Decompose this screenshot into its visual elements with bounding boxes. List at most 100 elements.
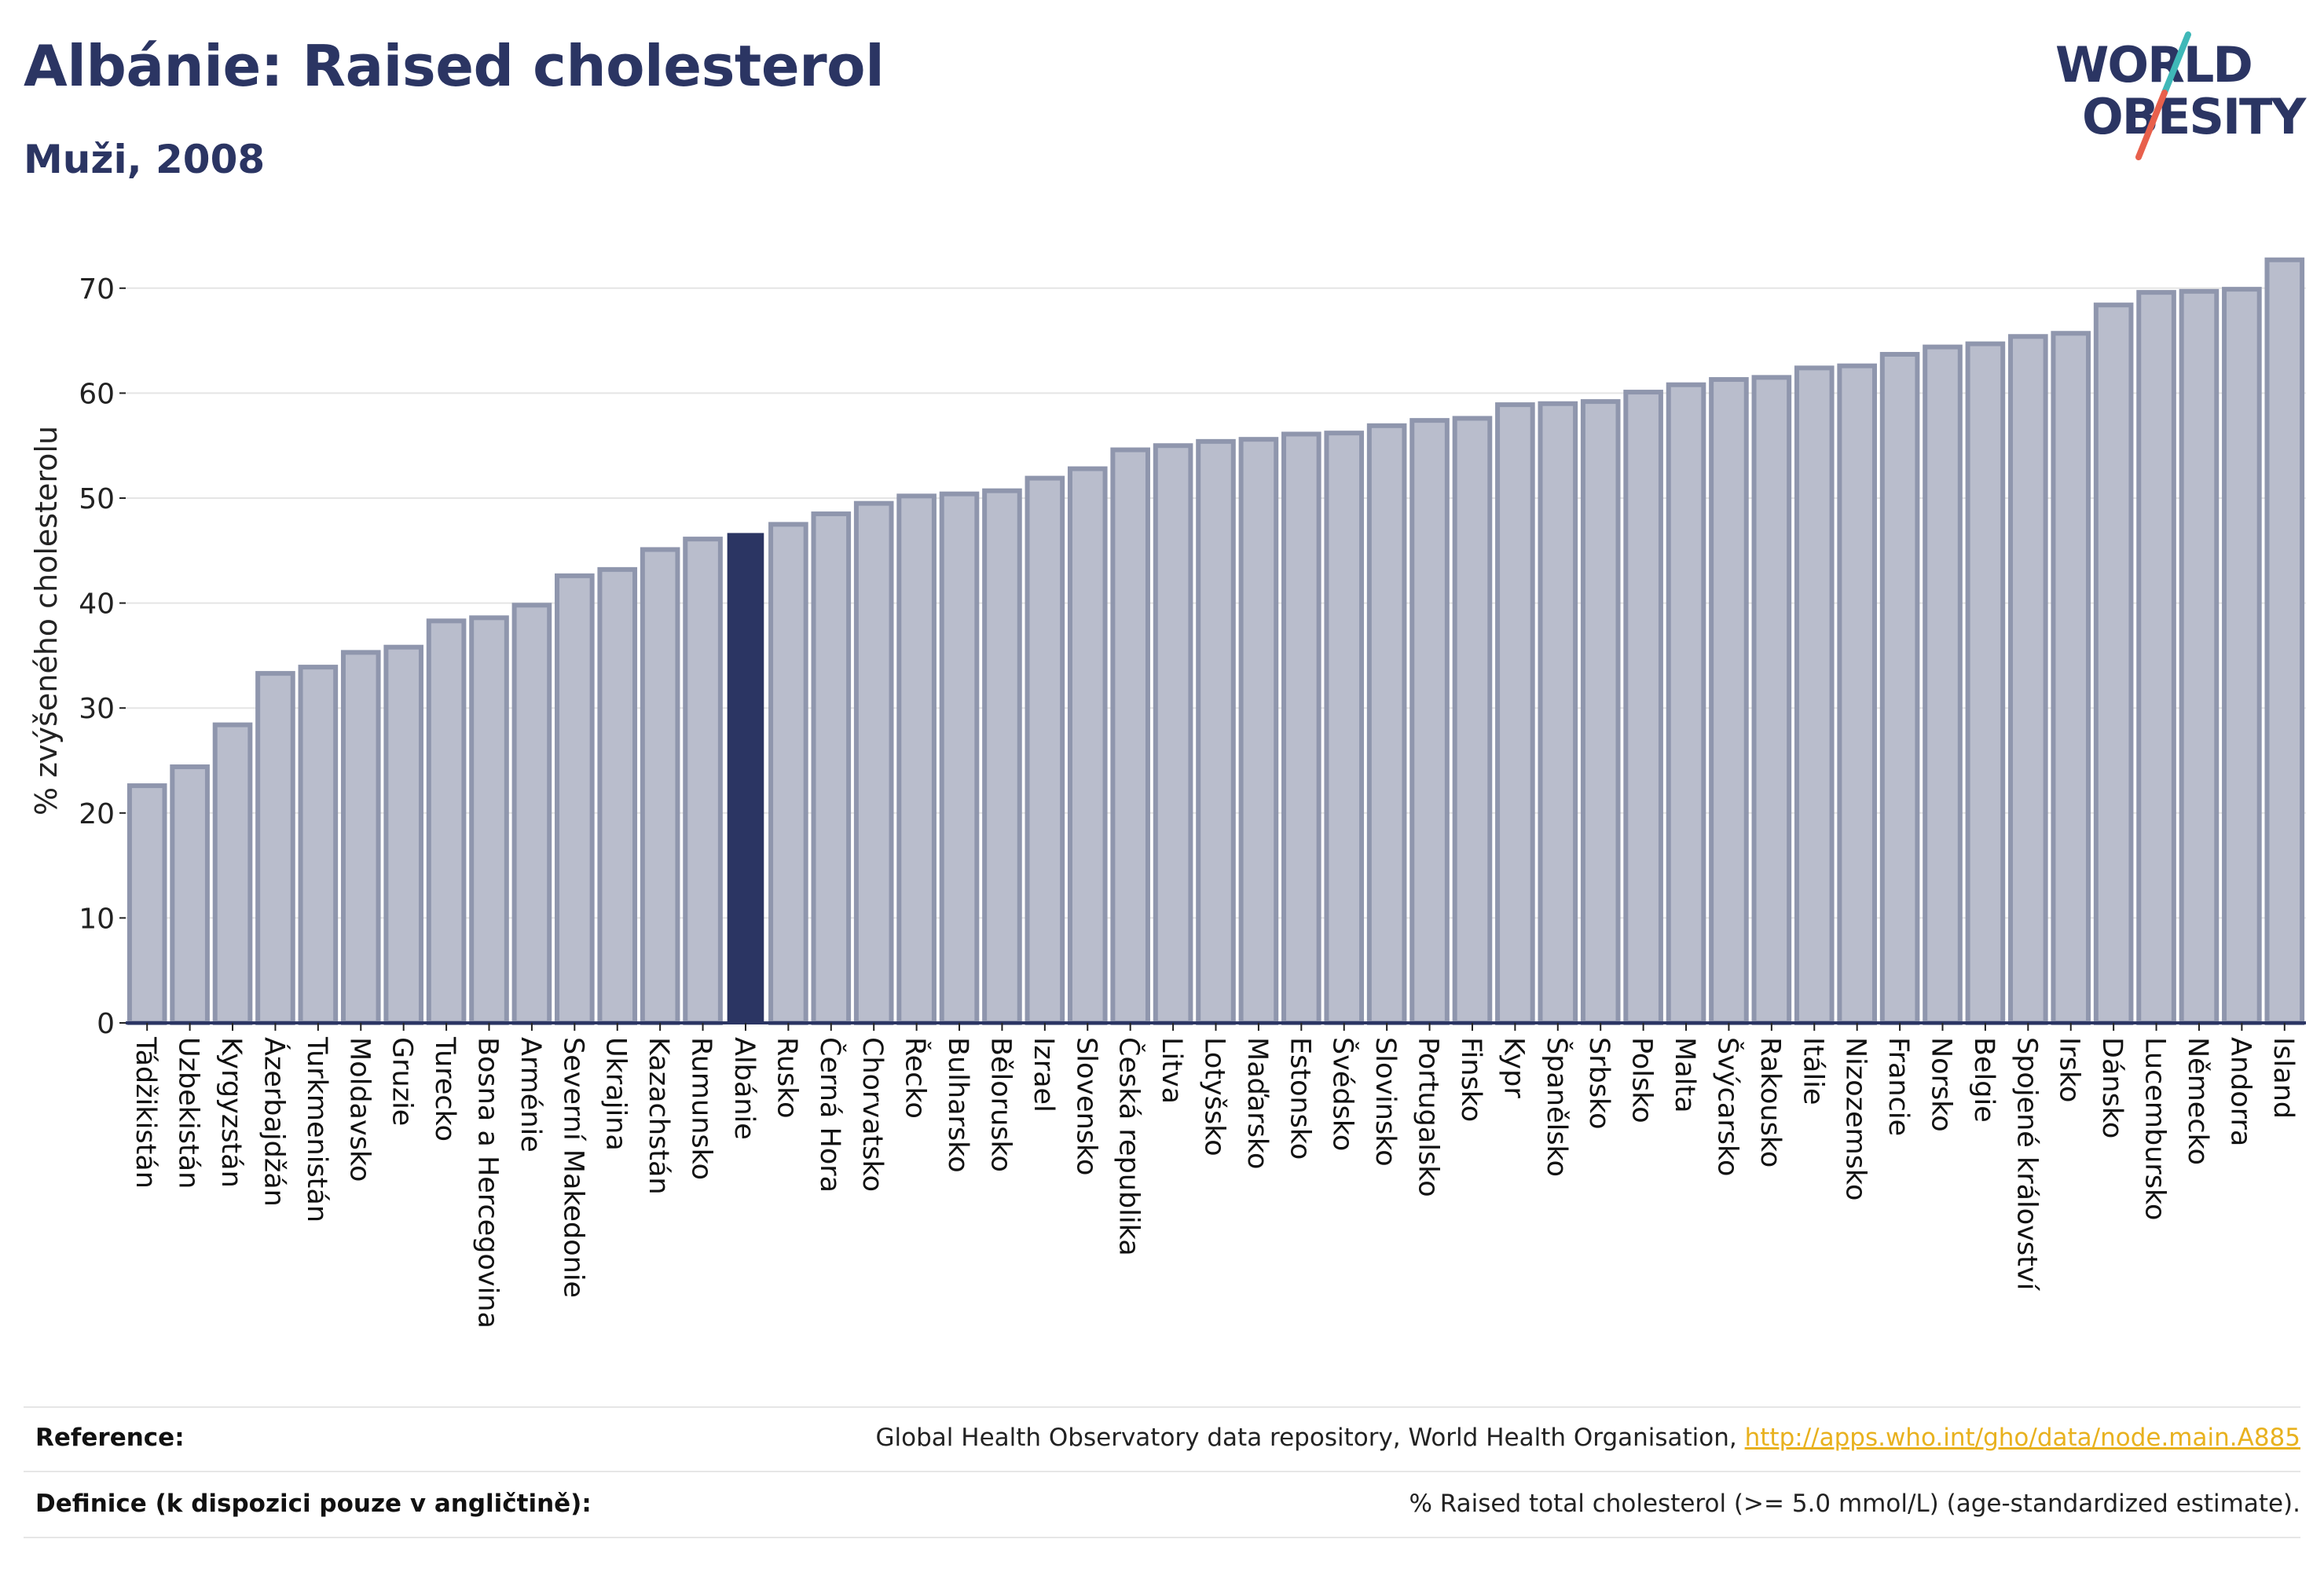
- definition-value: % Raised total cholesterol (>= 5.0 mmol/…: [1409, 1490, 2300, 1518]
- x-tick-label: Belgie: [1968, 1037, 2000, 1123]
- bar-moldavsko[interactable]: [340, 650, 381, 1026]
- bar-tádžikistán[interactable]: [126, 783, 167, 1026]
- bar-spojené-království[interactable]: [2008, 334, 2048, 1026]
- logo-slash-red: [2135, 90, 2168, 160]
- bar-bulharsko[interactable]: [939, 491, 980, 1025]
- footer-divider-bottom: [24, 1537, 2300, 1538]
- x-tick-label: Itálie: [1797, 1037, 1828, 1105]
- bar-island[interactable]: [2264, 257, 2305, 1025]
- bar-maďarsko[interactable]: [1238, 437, 1279, 1025]
- footer-divider-middle: [24, 1471, 2300, 1472]
- bar-lotyšsko[interactable]: [1196, 438, 1236, 1025]
- x-tick-label: Irsko: [2054, 1037, 2085, 1102]
- x-tick-label: Kypr: [1497, 1037, 1529, 1098]
- bar-severní-makedonie[interactable]: [555, 573, 595, 1025]
- bar-švýcarsko[interactable]: [1709, 377, 1749, 1026]
- x-tick-label: Turkmenistán: [301, 1036, 332, 1222]
- x-tick-label: Tádžikistán: [130, 1036, 161, 1189]
- bar-bělorusko[interactable]: [982, 488, 1022, 1025]
- bar-estonsko[interactable]: [1281, 431, 1321, 1025]
- bar-irsko[interactable]: [2051, 331, 2091, 1025]
- bar-česká-republika[interactable]: [1110, 447, 1150, 1025]
- y-axis-label: % zvýšeného cholesterolu: [29, 426, 64, 815]
- y-tick-labels: 0 10 20 30 40 50 60 70: [79, 273, 126, 1040]
- bar-izrael[interactable]: [1025, 475, 1065, 1025]
- bar-dánsko[interactable]: [2093, 302, 2134, 1025]
- bar-francie[interactable]: [1879, 351, 1920, 1025]
- bar-malta[interactable]: [1666, 382, 1706, 1026]
- bar-nizozemsko[interactable]: [1837, 363, 1877, 1025]
- bar-španělsko[interactable]: [1538, 401, 1578, 1025]
- bar-turecko[interactable]: [426, 618, 467, 1025]
- bar-belgie[interactable]: [1965, 341, 2006, 1026]
- bar-německo[interactable]: [2179, 288, 2220, 1026]
- bar-uzbekistán[interactable]: [170, 764, 210, 1025]
- bar-andorra[interactable]: [2222, 287, 2262, 1025]
- bar-rusko[interactable]: [768, 522, 808, 1025]
- bar-kyrgyzstán[interactable]: [212, 722, 253, 1025]
- x-tick-label: Německo: [2182, 1037, 2213, 1165]
- x-tick-label: Slovensko: [1070, 1037, 1102, 1175]
- reference-label: Reference:: [35, 1424, 185, 1452]
- bar-arménie[interactable]: [511, 603, 552, 1025]
- logo-line2: OBESITY: [2082, 88, 2307, 145]
- bar-černá-hora[interactable]: [811, 511, 852, 1025]
- bar-ázerbajdžán[interactable]: [255, 671, 295, 1025]
- x-tick-label: Kazachstán: [643, 1037, 674, 1195]
- definition-label: Definice (k dispozici pouze v angličtině…: [35, 1490, 592, 1518]
- bars: [126, 257, 2305, 1026]
- x-tick-label: Rakousko: [1754, 1037, 1786, 1167]
- bar-itálie[interactable]: [1794, 365, 1835, 1025]
- x-tick-label: Maďarsko: [1241, 1037, 1273, 1169]
- x-tick-label: Norsko: [1926, 1037, 1957, 1132]
- x-tick-label: Kyrgyzstán: [215, 1037, 247, 1188]
- bar-chart: Tádžikistán Uzbekistán Kyrgyzstán Ázerbajdž…: [29, 257, 2306, 1329]
- x-tick-label: Srbsko: [1583, 1037, 1615, 1130]
- x-tick-label: Lotyšsko: [1199, 1037, 1230, 1156]
- bar-norsko[interactable]: [1923, 344, 1963, 1025]
- x-tick-label: Andorra: [2224, 1037, 2256, 1146]
- x-tick-label: Řecko: [900, 1037, 933, 1119]
- y-tick-label: 40: [79, 588, 115, 621]
- x-tick-label: Lucembursko: [2139, 1037, 2171, 1220]
- bar-litva[interactable]: [1153, 443, 1193, 1025]
- x-tick-label: Bosna a Hercegovina: [472, 1037, 504, 1329]
- x-tick-label: Polsko: [1626, 1037, 1658, 1123]
- x-tick-label: Uzbekistán: [173, 1037, 204, 1189]
- bar-řecko[interactable]: [896, 493, 937, 1025]
- bar-rakousko[interactable]: [1751, 375, 1792, 1025]
- page-subtitle: Muži, 2008: [24, 137, 266, 182]
- bar-ukrajina[interactable]: [597, 566, 638, 1025]
- reference-link[interactable]: http://apps.who.int/gho/data/node.main.A…: [1744, 1424, 2300, 1452]
- bar-slovensko[interactable]: [1067, 466, 1108, 1025]
- x-tick-label: Litva: [1156, 1037, 1187, 1104]
- bar-švédsko[interactable]: [1324, 431, 1365, 1025]
- bar-bosna-a-hercegovina[interactable]: [469, 615, 509, 1025]
- x-tick-label: Česká republika: [1113, 1037, 1146, 1256]
- y-tick-label: 30: [79, 693, 115, 725]
- bar-srbsko[interactable]: [1580, 399, 1621, 1025]
- bar-kypr[interactable]: [1495, 402, 1535, 1025]
- bar-chorvatsko[interactable]: [853, 500, 894, 1025]
- world-obesity-logo[interactable]: WORLD OBESITY: [2043, 31, 2310, 173]
- x-tick-label: Bulharsko: [942, 1037, 973, 1173]
- reference-text: Global Health Observatory data repositor…: [875, 1424, 1737, 1452]
- bar-rumunsko[interactable]: [683, 537, 723, 1025]
- bar-turkmenistán[interactable]: [298, 665, 339, 1025]
- x-tick-label: Chorvatsko: [856, 1037, 888, 1192]
- x-tick-label: Černá Hora: [814, 1037, 847, 1193]
- bar-albánie[interactable]: [727, 533, 764, 1024]
- bar-lucembursko[interactable]: [2136, 290, 2176, 1026]
- bar-portugalsko[interactable]: [1409, 418, 1450, 1025]
- bar-kazachstán[interactable]: [640, 547, 680, 1025]
- x-tick-label: Ukrajina: [600, 1037, 632, 1151]
- bar-polsko[interactable]: [1623, 390, 1663, 1025]
- x-tick-label: Francie: [1882, 1037, 1914, 1136]
- bar-slovinsko[interactable]: [1366, 423, 1407, 1025]
- bar-finsko[interactable]: [1452, 416, 1493, 1025]
- x-tick-label: Dánsko: [2096, 1037, 2128, 1138]
- bar-gruzie[interactable]: [383, 644, 423, 1025]
- logo-line1: WORLD: [2055, 36, 2252, 93]
- x-tick-label: Izrael: [1028, 1037, 1059, 1112]
- x-tick-label: Turecko: [429, 1036, 460, 1142]
